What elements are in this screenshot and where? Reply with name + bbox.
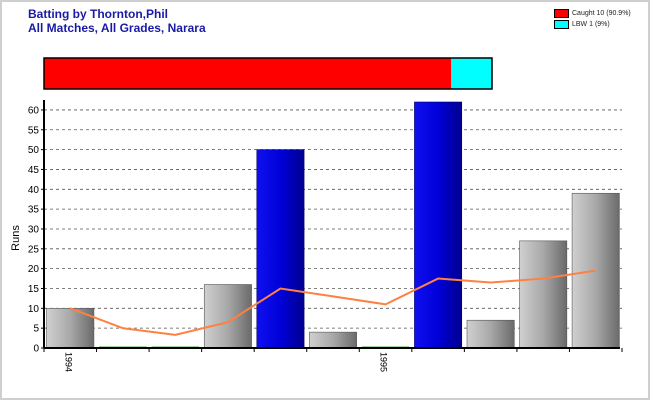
legend-item-lbw: LBW 1 (9%) — [554, 19, 631, 30]
legend-item-caught: Caught 10 (90.9%) — [554, 8, 631, 19]
dismissal-bar — [43, 57, 493, 90]
average-trend-line — [69, 269, 596, 336]
y-tick-label: 10 — [28, 304, 40, 315]
y-tick-label: 15 — [28, 284, 40, 295]
bar-out — [466, 319, 515, 349]
x-tick-label: 1995 — [379, 352, 389, 372]
dismissal-segment-caught — [44, 58, 452, 89]
trend-line — [69, 269, 596, 336]
y-axis-label: Runs — [10, 225, 22, 251]
y-tick-label: 40 — [28, 185, 40, 196]
y-tick-label: 55 — [28, 125, 40, 136]
legend: Caught 10 (90.9%) LBW 1 (9%) — [554, 8, 631, 30]
bar-not-out — [414, 101, 463, 349]
bar-not-out — [256, 149, 305, 349]
y-tick-label: 60 — [28, 105, 40, 116]
y-tick-label: 35 — [28, 205, 40, 216]
y-tick-label: 0 — [33, 344, 39, 355]
y-axis: 0 5 10 15 20 25 30 35 40 45 50 55 60 — [28, 100, 45, 355]
y-tick-label: 30 — [28, 224, 40, 235]
chart-title: Batting by Thornton,Phil — [28, 7, 168, 21]
x-tick-label: 1994 — [63, 352, 73, 372]
legend-label-lbw: LBW 1 (9%) — [572, 21, 610, 28]
x-axis: 1994 1995 — [43, 347, 623, 372]
y-tick-label: 20 — [28, 264, 40, 275]
legend-label-caught: Caught 10 (90.9%) — [572, 10, 631, 17]
legend-swatch-caught — [554, 9, 569, 18]
bars — [46, 101, 620, 349]
legend-swatch-lbw — [554, 20, 569, 29]
dismissal-segment-lbw — [451, 58, 492, 89]
bar-out — [519, 240, 568, 349]
dismissal-bar-border — [43, 57, 493, 90]
y-tick-label: 25 — [28, 244, 40, 255]
y-tick-label: 50 — [28, 145, 40, 156]
y-tick-label: 45 — [28, 165, 40, 176]
chart-subtitle: All Matches, All Grades, Narara — [28, 21, 206, 35]
bar-out — [203, 284, 252, 349]
y-tick-label: 5 — [33, 324, 39, 335]
bar-out — [309, 331, 357, 349]
